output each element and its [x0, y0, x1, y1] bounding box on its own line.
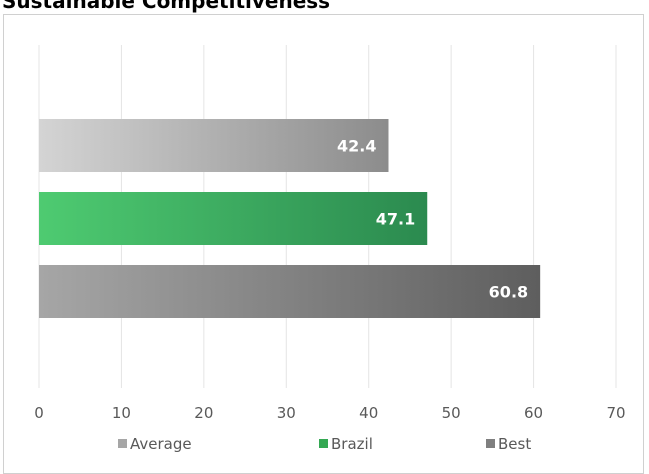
legend-swatch-average [118, 439, 127, 448]
bar-chart: 42.4 47.1 60.8 0 10 20 30 40 50 60 70 Average Braz… [34, 45, 626, 453]
x-tick-label: 30 [277, 404, 296, 422]
bar-average [39, 119, 389, 172]
x-axis-tick-labels: 0 10 20 30 40 50 60 70 [34, 404, 625, 422]
bar-value-label-brazil: 47.1 [376, 210, 415, 229]
x-tick-label: 50 [442, 404, 461, 422]
x-tick-label: 70 [606, 404, 625, 422]
legend: Average Brazil Best [118, 435, 531, 453]
bar-value-label-best: 60.8 [489, 283, 528, 302]
bar-best [39, 265, 541, 318]
x-tick-label: 0 [34, 404, 44, 422]
bar-value-label-average: 42.4 [337, 137, 376, 156]
legend-swatch-brazil [319, 439, 328, 448]
x-tick-label: 60 [524, 404, 543, 422]
x-tick-label: 20 [194, 404, 213, 422]
bar-brazil [39, 192, 428, 245]
bars [39, 119, 541, 318]
legend-label-average: Average [130, 435, 192, 453]
x-tick-label: 10 [112, 404, 131, 422]
bar-value-labels: 42.4 47.1 60.8 [337, 137, 528, 302]
chart-title: Sustainable Competitiveness [2, 0, 331, 13]
legend-label-best: Best [498, 435, 531, 453]
legend-label-brazil: Brazil [331, 435, 373, 453]
x-tick-label: 40 [359, 404, 378, 422]
legend-swatch-best [486, 439, 495, 448]
